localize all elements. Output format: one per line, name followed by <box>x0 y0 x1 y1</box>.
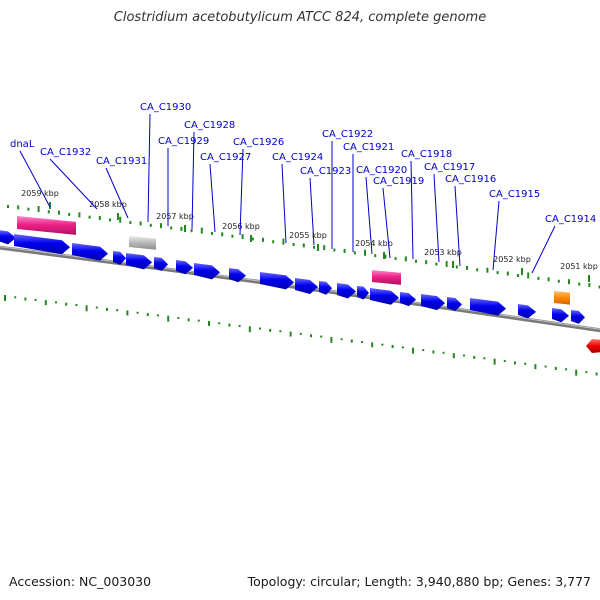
genes-label: Genes: <box>507 574 552 589</box>
gene-label[interactable]: CA_C1915 <box>489 189 540 200</box>
gene-label[interactable]: CA_C1924 <box>272 152 323 163</box>
cds-feature-arrow[interactable] <box>470 298 506 316</box>
cds-feature-arrow[interactable] <box>400 292 416 307</box>
gene-label[interactable]: CA_C1931 <box>96 156 147 167</box>
gene-leader-line <box>410 160 414 260</box>
kbp-tick-label: 2058 kbp <box>89 200 127 209</box>
gene-leader-line <box>454 185 461 267</box>
topology-label: Topology: <box>247 574 307 589</box>
cds-feature-arrow[interactable] <box>337 283 356 299</box>
gene-label[interactable]: CA_C1922 <box>322 129 373 140</box>
cds-feature-arrow[interactable] <box>229 268 246 283</box>
cds-feature-arrow[interactable] <box>421 294 445 311</box>
gene-leader-line <box>281 163 287 244</box>
gene-label[interactable]: CA_C1919 <box>373 176 424 187</box>
gene-leader-line <box>433 173 440 263</box>
gene-label[interactable]: CA_C1929 <box>158 136 209 147</box>
gc-content-outer-track <box>7 205 600 289</box>
reverse-strand-feature-arrow[interactable] <box>586 339 600 353</box>
gc-content-inner-track <box>4 295 598 376</box>
cds-feature-arrow[interactable] <box>260 272 294 290</box>
gene-leader-line <box>191 131 195 230</box>
gene-label[interactable]: CA_C1921 <box>343 142 394 153</box>
kbp-tick-label: 2056 kbp <box>222 222 260 231</box>
gene-label[interactable]: CA_C1928 <box>184 120 235 131</box>
cds-feature-arrow[interactable] <box>552 308 569 323</box>
kbp-tick-label: 2054 kbp <box>355 239 393 248</box>
gene-label[interactable]: CA_C1914 <box>545 214 596 225</box>
genome-summary-line: Topology: circular; Length: 3,940,880 bp… <box>247 574 591 589</box>
gene-leader-line <box>309 177 315 246</box>
gene-leader-line <box>19 150 51 208</box>
kbp-tick-label: 2055 kbp <box>289 231 327 240</box>
feature-track <box>0 216 600 353</box>
accession-label: Accession: <box>9 574 76 589</box>
gene-leader-line <box>209 163 216 233</box>
gene-leader-line <box>105 167 129 219</box>
gene-label[interactable]: CA_C1926 <box>233 137 284 148</box>
trna-feature[interactable] <box>17 216 76 235</box>
gene-label[interactable]: CA_C1918 <box>401 149 452 160</box>
gene-leader-line <box>49 158 98 210</box>
kbp-tick-label: 2052 kbp <box>493 255 531 264</box>
cds-feature-arrow[interactable] <box>194 263 220 280</box>
gene-label[interactable]: CA_C1920 <box>356 165 407 176</box>
cds-feature-arrow[interactable] <box>14 234 70 255</box>
gene-leader-line <box>382 187 391 259</box>
length-value: 3,940,880 bp <box>415 574 500 589</box>
cds-feature-arrow[interactable] <box>72 243 108 261</box>
gene-label[interactable]: CA_C1930 <box>140 102 191 113</box>
gene-label[interactable]: CA_C1927 <box>200 152 251 163</box>
gene-label[interactable]: CA_C1932 <box>40 147 91 158</box>
cds-feature-arrow[interactable] <box>357 286 369 300</box>
cds-feature-arrow[interactable] <box>447 297 462 311</box>
gene-label[interactable]: CA_C1917 <box>424 162 475 173</box>
map-title: Clostridium acetobutylicum ATCC 824, com… <box>113 10 487 25</box>
cds-feature-arrow[interactable] <box>295 278 318 294</box>
kbp-tick-label: 2059 kbp <box>21 189 59 198</box>
cds-feature-arrow[interactable] <box>370 288 399 305</box>
trna-feature[interactable] <box>372 270 401 285</box>
pseudogene-feature[interactable] <box>129 236 156 250</box>
gene-label[interactable]: dnaL <box>10 139 35 150</box>
accession-value: NC_003030 <box>79 574 152 589</box>
gene-label-layer: dnaL CA_C1932 CA_C1931 CA_C1930 CA_C1929 CA_C… <box>10 102 596 274</box>
cds-feature-arrow[interactable] <box>126 253 152 270</box>
topology-value: circular <box>310 574 357 589</box>
gene-leader-line <box>531 225 556 274</box>
kbp-tick-label: 2053 kbp <box>424 248 462 257</box>
cds-feature-arrow[interactable] <box>571 310 585 324</box>
genes-value: 3,777 <box>555 574 591 589</box>
cds-feature-arrow[interactable] <box>518 304 536 319</box>
kbp-tick-label: 2057 kbp <box>156 212 194 221</box>
gene-label[interactable]: CA_C1916 <box>445 174 496 185</box>
gene-leader-line <box>492 200 500 271</box>
cds-feature-arrow[interactable] <box>154 257 168 271</box>
kbp-scale: 2059 kbp 2058 kbp 2057 kbp 2056 kbp 2055 kbp… <box>21 189 598 282</box>
gene-label[interactable]: CA_C1923 <box>300 166 351 177</box>
kbp-tick-label: 2051 kbp <box>560 262 598 271</box>
cds-feature-arrow[interactable] <box>176 260 193 275</box>
accession-line: Accession: NC_003030 <box>9 574 151 589</box>
rrna-feature[interactable] <box>554 291 570 305</box>
cds-feature-arrow[interactable] <box>319 281 332 295</box>
length-label: Length: <box>364 574 412 589</box>
gene-leader-line <box>365 176 373 255</box>
gene-leader-line <box>147 113 151 223</box>
cds-feature-arrow[interactable] <box>0 230 16 245</box>
gene-leader-line <box>239 148 244 236</box>
cds-feature-arrow[interactable] <box>113 251 126 265</box>
